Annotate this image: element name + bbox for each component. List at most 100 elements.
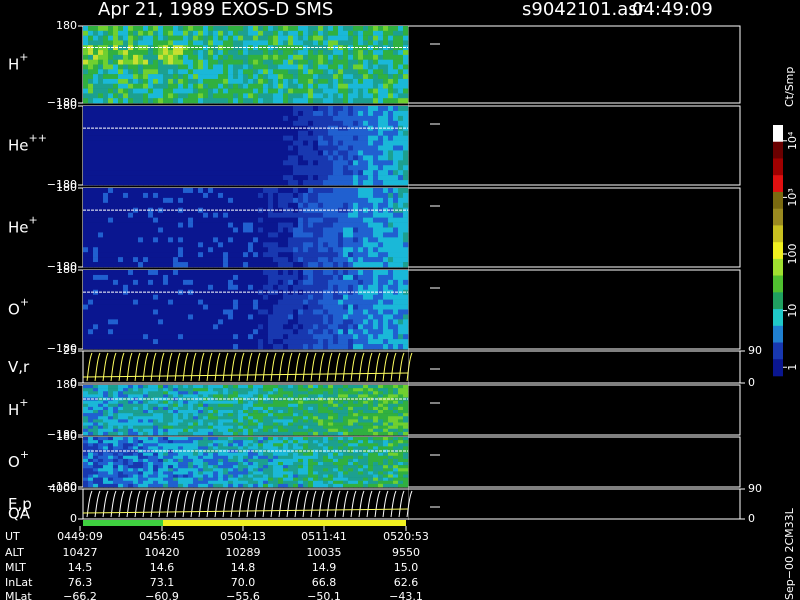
spectrogram-cell (138, 388, 144, 392)
spectrogram-cell (168, 410, 174, 414)
spectrogram-cell (388, 140, 394, 146)
spectrogram-cell (163, 242, 169, 248)
spectrogram-cell (253, 217, 259, 223)
spectrogram-cell (118, 419, 124, 423)
spectrogram-cell (143, 110, 149, 117)
spectrogram-cell (233, 274, 239, 281)
spectrogram-cell (293, 324, 299, 330)
spectrogram-cell (303, 130, 309, 136)
spectrogram-cell (253, 299, 259, 305)
spectrogram-cell (238, 237, 244, 243)
spectrogram-cell (288, 262, 294, 268)
spectrogram-cell (333, 257, 339, 263)
spectrogram-cell (208, 406, 214, 411)
spectrogram-cell (103, 394, 109, 398)
spectrogram-cell (168, 175, 174, 181)
spectrogram-cell (328, 110, 334, 117)
spectrogram-cell (203, 74, 209, 80)
spectrogram-cell (118, 192, 124, 199)
spectrogram-cell (228, 78, 234, 85)
spectrogram-cell (213, 202, 219, 209)
spectrogram-cell (218, 394, 224, 398)
spectrogram-cell (163, 170, 169, 176)
spectrogram-cell (258, 106, 264, 112)
spectrogram-cell (188, 314, 194, 320)
spectrogram-cell (393, 334, 399, 340)
spectrogram-cell (103, 428, 109, 433)
spectrogram-cell (293, 130, 299, 136)
spectrogram-cell (183, 416, 189, 420)
spectrogram-cell (173, 319, 179, 325)
spectrogram-cell (343, 257, 349, 263)
spectrogram-cell (133, 388, 139, 392)
spectrogram-cell (278, 175, 284, 181)
spectrogram-cell (88, 344, 94, 350)
spectrogram-cell (348, 26, 354, 32)
spectrogram-cell (213, 284, 219, 291)
spectrogram-cell (278, 54, 284, 60)
spectrogram-cell (223, 324, 229, 330)
spectrogram-cell (223, 431, 229, 436)
spectrogram-cell (363, 314, 369, 320)
spectrogram-cell (228, 64, 234, 70)
spectrogram-cell (303, 428, 309, 433)
spectrogram-cell (218, 422, 224, 426)
spectrogram-cell (293, 227, 299, 233)
spectrogram-cell (83, 262, 89, 268)
spectrogram-cell (223, 284, 229, 291)
spectrogram-cell (153, 416, 159, 420)
spectrogram-cell (248, 419, 254, 423)
spectrogram-cell (158, 35, 164, 41)
spectrogram-cell (298, 252, 304, 258)
spectrogram-cell (213, 40, 219, 46)
spectrogram-cell (158, 304, 164, 310)
spectrogram-cell (103, 274, 109, 281)
spectrogram-cell (243, 274, 249, 281)
spectrogram-cell (218, 26, 224, 32)
spectrogram-cell (343, 334, 349, 340)
spectrogram-cell (343, 35, 349, 41)
spectrogram-cell (363, 130, 369, 136)
spectrogram-cell (143, 197, 149, 204)
spectrogram-cell (88, 155, 94, 161)
spectrogram-cell (118, 262, 124, 268)
spectrogram-cell (203, 299, 209, 305)
spectrogram-cell (393, 309, 399, 315)
spectrogram-cell (288, 270, 294, 276)
spectrogram-cell (173, 334, 179, 340)
spectrogram-cell (318, 274, 324, 281)
spectrogram-cell (158, 410, 164, 414)
spectrogram-cell (393, 247, 399, 253)
spectrogram-cell (138, 262, 144, 268)
spectrogram-cell (138, 431, 144, 436)
spectrogram-cell (123, 227, 129, 233)
spectrogram-cell (123, 344, 129, 350)
spectrogram-cell (328, 30, 334, 36)
spectrogram-cell (323, 406, 329, 411)
spectrogram-cell (358, 314, 364, 320)
spectrogram-cell (298, 145, 304, 151)
spectrogram-cell (93, 165, 99, 171)
spectrogram-cell (258, 324, 264, 330)
spectrogram-cell (273, 120, 279, 127)
spectrogram-cell (363, 309, 369, 315)
spectrogram-cell (243, 242, 249, 248)
spectrogram-cell (173, 74, 179, 80)
spectrogram-cell (293, 110, 299, 117)
spectrogram-cell (183, 319, 189, 325)
spectrogram-cell (178, 155, 184, 161)
spectrogram-cell (158, 88, 164, 94)
spectrogram-cell (403, 155, 409, 161)
spectrogram-cell (368, 64, 374, 70)
spectrogram-cell (368, 334, 374, 340)
spectrogram-cell (393, 83, 399, 89)
spectrogram-cell (293, 403, 299, 408)
spectrogram-cell (308, 403, 314, 408)
spectrogram-cell (228, 207, 234, 213)
spectrogram-cell (203, 400, 209, 405)
spectrogram-cell (133, 54, 139, 60)
spectrogram-cell (118, 83, 124, 89)
spectrogram-cell (98, 419, 104, 423)
spectrogram-cell (353, 120, 359, 127)
spectrogram-cell (353, 232, 359, 238)
